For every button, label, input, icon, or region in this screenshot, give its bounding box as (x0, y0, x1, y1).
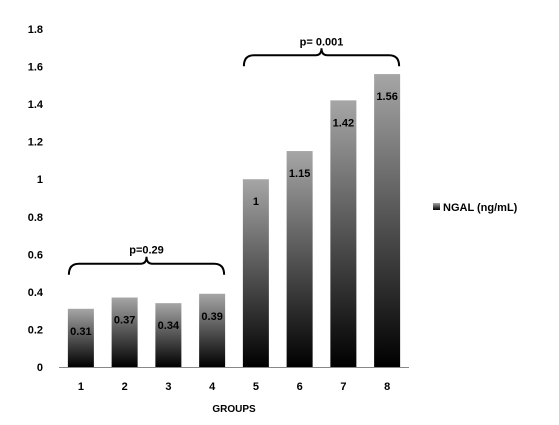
y-tick-label: 0.2 (28, 324, 43, 336)
data-label: 1.56 (376, 91, 397, 103)
x-tick-label: 8 (384, 381, 390, 393)
data-label: 0.37 (114, 315, 135, 327)
p-value-label: p=0.29 (129, 245, 164, 257)
data-label: 1 (253, 196, 259, 208)
legend-swatch (433, 203, 440, 210)
bar-5 (242, 179, 269, 367)
y-tick-label: 0.6 (28, 249, 43, 261)
x-tick-label: 3 (165, 381, 171, 393)
bar-3 (155, 303, 182, 367)
y-tick-label: 0.4 (28, 287, 44, 299)
x-tick-label: 5 (253, 381, 259, 393)
y-tick-label: 0 (37, 362, 43, 374)
data-label: 0.39 (201, 311, 222, 323)
x-tick-label: 1 (78, 381, 84, 393)
legend: NGAL (ng/mL) (433, 202, 518, 214)
x-axis-ticks: 1 2 3 4 5 6 7 8 (78, 381, 390, 393)
bar-7 (330, 100, 357, 367)
data-label: 1.42 (333, 117, 354, 129)
x-tick-label: 2 (122, 381, 128, 393)
x-axis-title: GROUPS (212, 404, 256, 415)
annotations: p=0.29 p= 0.001 (67, 36, 401, 275)
significance-bracket (242, 48, 401, 67)
data-labels: 0.31 0.37 0.34 0.39 1 1.15 1.42 1.56 (70, 91, 398, 338)
x-tick-label: 7 (340, 381, 346, 393)
x-tick-label: 4 (209, 381, 216, 393)
significance-bracket (67, 256, 226, 275)
bar-6 (286, 151, 313, 367)
y-tick-label: 1 (37, 174, 43, 186)
bar-4 (199, 293, 226, 367)
y-tick-label: 0.8 (28, 212, 43, 224)
y-tick-label: 1.8 (28, 24, 43, 36)
bar-8 (374, 74, 401, 368)
y-axis-ticks: 0 0.2 0.4 0.6 0.8 1 1.2 1.4 1.6 1.8 (28, 24, 44, 374)
y-tick-label: 1.6 (28, 62, 43, 74)
data-label: 0.34 (158, 320, 180, 332)
x-tick-label: 6 (297, 381, 303, 393)
p-value-label: p= 0.001 (300, 36, 344, 48)
data-label: 1.15 (289, 168, 310, 180)
y-tick-label: 1.4 (28, 99, 44, 111)
bars (67, 74, 401, 368)
data-label: 0.31 (70, 326, 91, 338)
bar-2 (111, 297, 138, 367)
y-tick-label: 1.2 (28, 137, 43, 149)
bar-1 (67, 308, 94, 367)
legend-label: NGAL (ng/mL) (443, 202, 518, 214)
